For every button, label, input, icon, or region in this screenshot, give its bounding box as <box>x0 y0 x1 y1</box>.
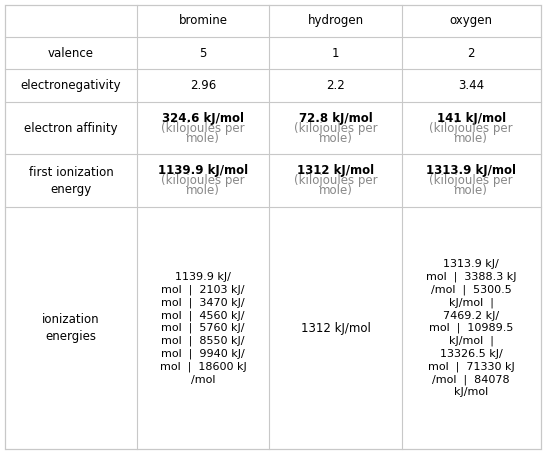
Text: oxygen: oxygen <box>450 14 492 27</box>
Text: (kilojoules per: (kilojoules per <box>161 122 245 135</box>
Text: 1139.9 kJ/
mol  |  2103 kJ/
mol  |  3470 kJ/
mol  |  4560 kJ/
mol  |  5760 kJ/
m: 1139.9 kJ/ mol | 2103 kJ/ mol | 3470 kJ/… <box>159 272 246 385</box>
Text: 72.8 kJ/mol: 72.8 kJ/mol <box>299 112 372 124</box>
Text: valence: valence <box>48 47 94 60</box>
Text: electron affinity: electron affinity <box>24 122 118 135</box>
Text: mole): mole) <box>186 184 220 197</box>
Text: electronegativity: electronegativity <box>21 79 121 92</box>
Text: mole): mole) <box>454 132 488 145</box>
Text: mole): mole) <box>319 132 353 145</box>
Text: 1: 1 <box>332 47 340 60</box>
Text: hydrogen: hydrogen <box>307 14 364 27</box>
Text: bromine: bromine <box>179 14 227 27</box>
Text: 2: 2 <box>467 47 475 60</box>
Text: (kilojoules per: (kilojoules per <box>161 174 245 187</box>
Text: (kilojoules per: (kilojoules per <box>294 122 377 135</box>
Text: 1313.9 kJ/mol: 1313.9 kJ/mol <box>426 164 517 177</box>
Text: mole): mole) <box>454 184 488 197</box>
Text: (kilojoules per: (kilojoules per <box>430 122 513 135</box>
Text: 141 kJ/mol: 141 kJ/mol <box>437 112 506 124</box>
Text: 5: 5 <box>199 47 206 60</box>
Text: 2.2: 2.2 <box>326 79 345 92</box>
Text: first ionization
energy: first ionization energy <box>28 166 114 196</box>
Text: (kilojoules per: (kilojoules per <box>430 174 513 187</box>
Text: 1313.9 kJ/
mol  |  3388.3 kJ
/mol  |  5300.5
kJ/mol  |
7469.2 kJ/
mol  |  10989.: 1313.9 kJ/ mol | 3388.3 kJ /mol | 5300.5… <box>426 260 517 397</box>
Text: 1312 kJ/mol: 1312 kJ/mol <box>301 322 371 335</box>
Text: 3.44: 3.44 <box>458 79 484 92</box>
Text: mole): mole) <box>186 132 220 145</box>
Text: 1312 kJ/mol: 1312 kJ/mol <box>297 164 374 177</box>
Text: (kilojoules per: (kilojoules per <box>294 174 377 187</box>
Text: mole): mole) <box>319 184 353 197</box>
Text: 2.96: 2.96 <box>190 79 216 92</box>
Text: ionization
energies: ionization energies <box>42 313 100 343</box>
Text: 1139.9 kJ/mol: 1139.9 kJ/mol <box>158 164 248 177</box>
Text: 324.6 kJ/mol: 324.6 kJ/mol <box>162 112 244 124</box>
